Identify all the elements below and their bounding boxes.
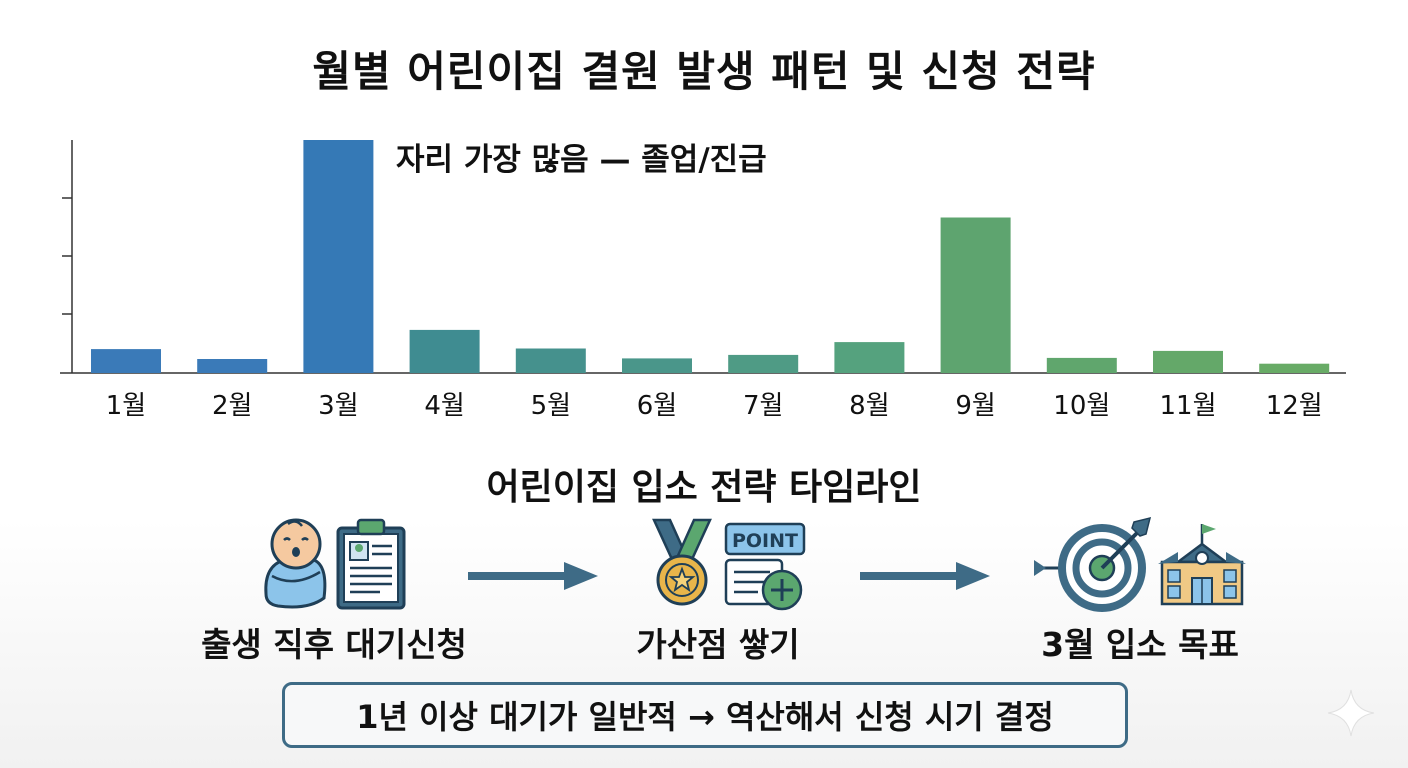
- step-1-label: 출생 직후 대기신청: [201, 625, 467, 664]
- arrow-right-icon: [468, 562, 598, 590]
- x-tick-label: 8월: [849, 391, 889, 421]
- baby-icon: [264, 518, 327, 609]
- step-2-icons: POINT: [652, 518, 806, 611]
- bar-7: [728, 354, 799, 373]
- step-3-label: 3월 입소 목표: [1041, 625, 1239, 664]
- bar-1: [91, 349, 161, 373]
- x-tick-label: 9월: [955, 391, 995, 421]
- bar-9: [940, 217, 1011, 373]
- x-tick-label: 3월: [318, 391, 358, 421]
- point-badge: POINT: [732, 530, 798, 552]
- step-3-icons: [1034, 516, 1246, 612]
- x-tick-label: 12월: [1266, 391, 1323, 421]
- page-title: 월별 어린이집 결원 발생 패턴 및 신청 전략: [312, 47, 1096, 96]
- bar-12: [1259, 363, 1330, 373]
- clipboard-icon: [336, 518, 406, 610]
- x-tick-label: 1월: [106, 391, 146, 421]
- x-tick-label: 5월: [531, 391, 571, 421]
- step-2-label: 가산점 쌓기: [636, 625, 800, 664]
- sparkle-icon: [1327, 689, 1375, 737]
- x-tick-label: 10월: [1053, 391, 1110, 421]
- summary-note-text: 1년 이상 대기가 일반적 → 역산해서 신청 시기 결정: [356, 698, 1054, 736]
- monthly-vacancy-bar-chart: 1월 2월 3월 4월 5월 6월 7월 8월 9월 10월 11월 12월 자리 가장 많음 — 졸…: [60, 140, 1346, 421]
- peak-annotation: 자리 가장 많음 — 졸업/진급: [396, 142, 767, 178]
- x-tick-label: 7월: [743, 391, 783, 421]
- bar-4: [409, 329, 480, 373]
- bar-10: [1046, 357, 1117, 373]
- bar-2: [197, 359, 268, 373]
- x-tick-label: 6월: [637, 391, 677, 421]
- medal-icon: [652, 518, 712, 606]
- school-icon: [1158, 524, 1246, 606]
- bar-11: [1153, 350, 1223, 373]
- point-card-icon: POINT: [724, 522, 806, 611]
- step-1-icons: [264, 518, 406, 610]
- timeline-title: 어린이집 입소 전략 타임라인: [486, 467, 922, 508]
- arrow-right-icon: [860, 562, 990, 590]
- x-tick-label: 4월: [424, 391, 464, 421]
- target-icon: [1034, 516, 1152, 612]
- x-tick-label: 2월: [212, 391, 252, 421]
- bar-6: [622, 358, 692, 373]
- x-tick-label: 11월: [1159, 391, 1216, 421]
- bar-3: [303, 140, 374, 373]
- bar-5: [515, 348, 586, 373]
- bar-8: [834, 342, 905, 373]
- summary-note: 1년 이상 대기가 일반적 → 역산해서 신청 시기 결정: [282, 682, 1128, 748]
